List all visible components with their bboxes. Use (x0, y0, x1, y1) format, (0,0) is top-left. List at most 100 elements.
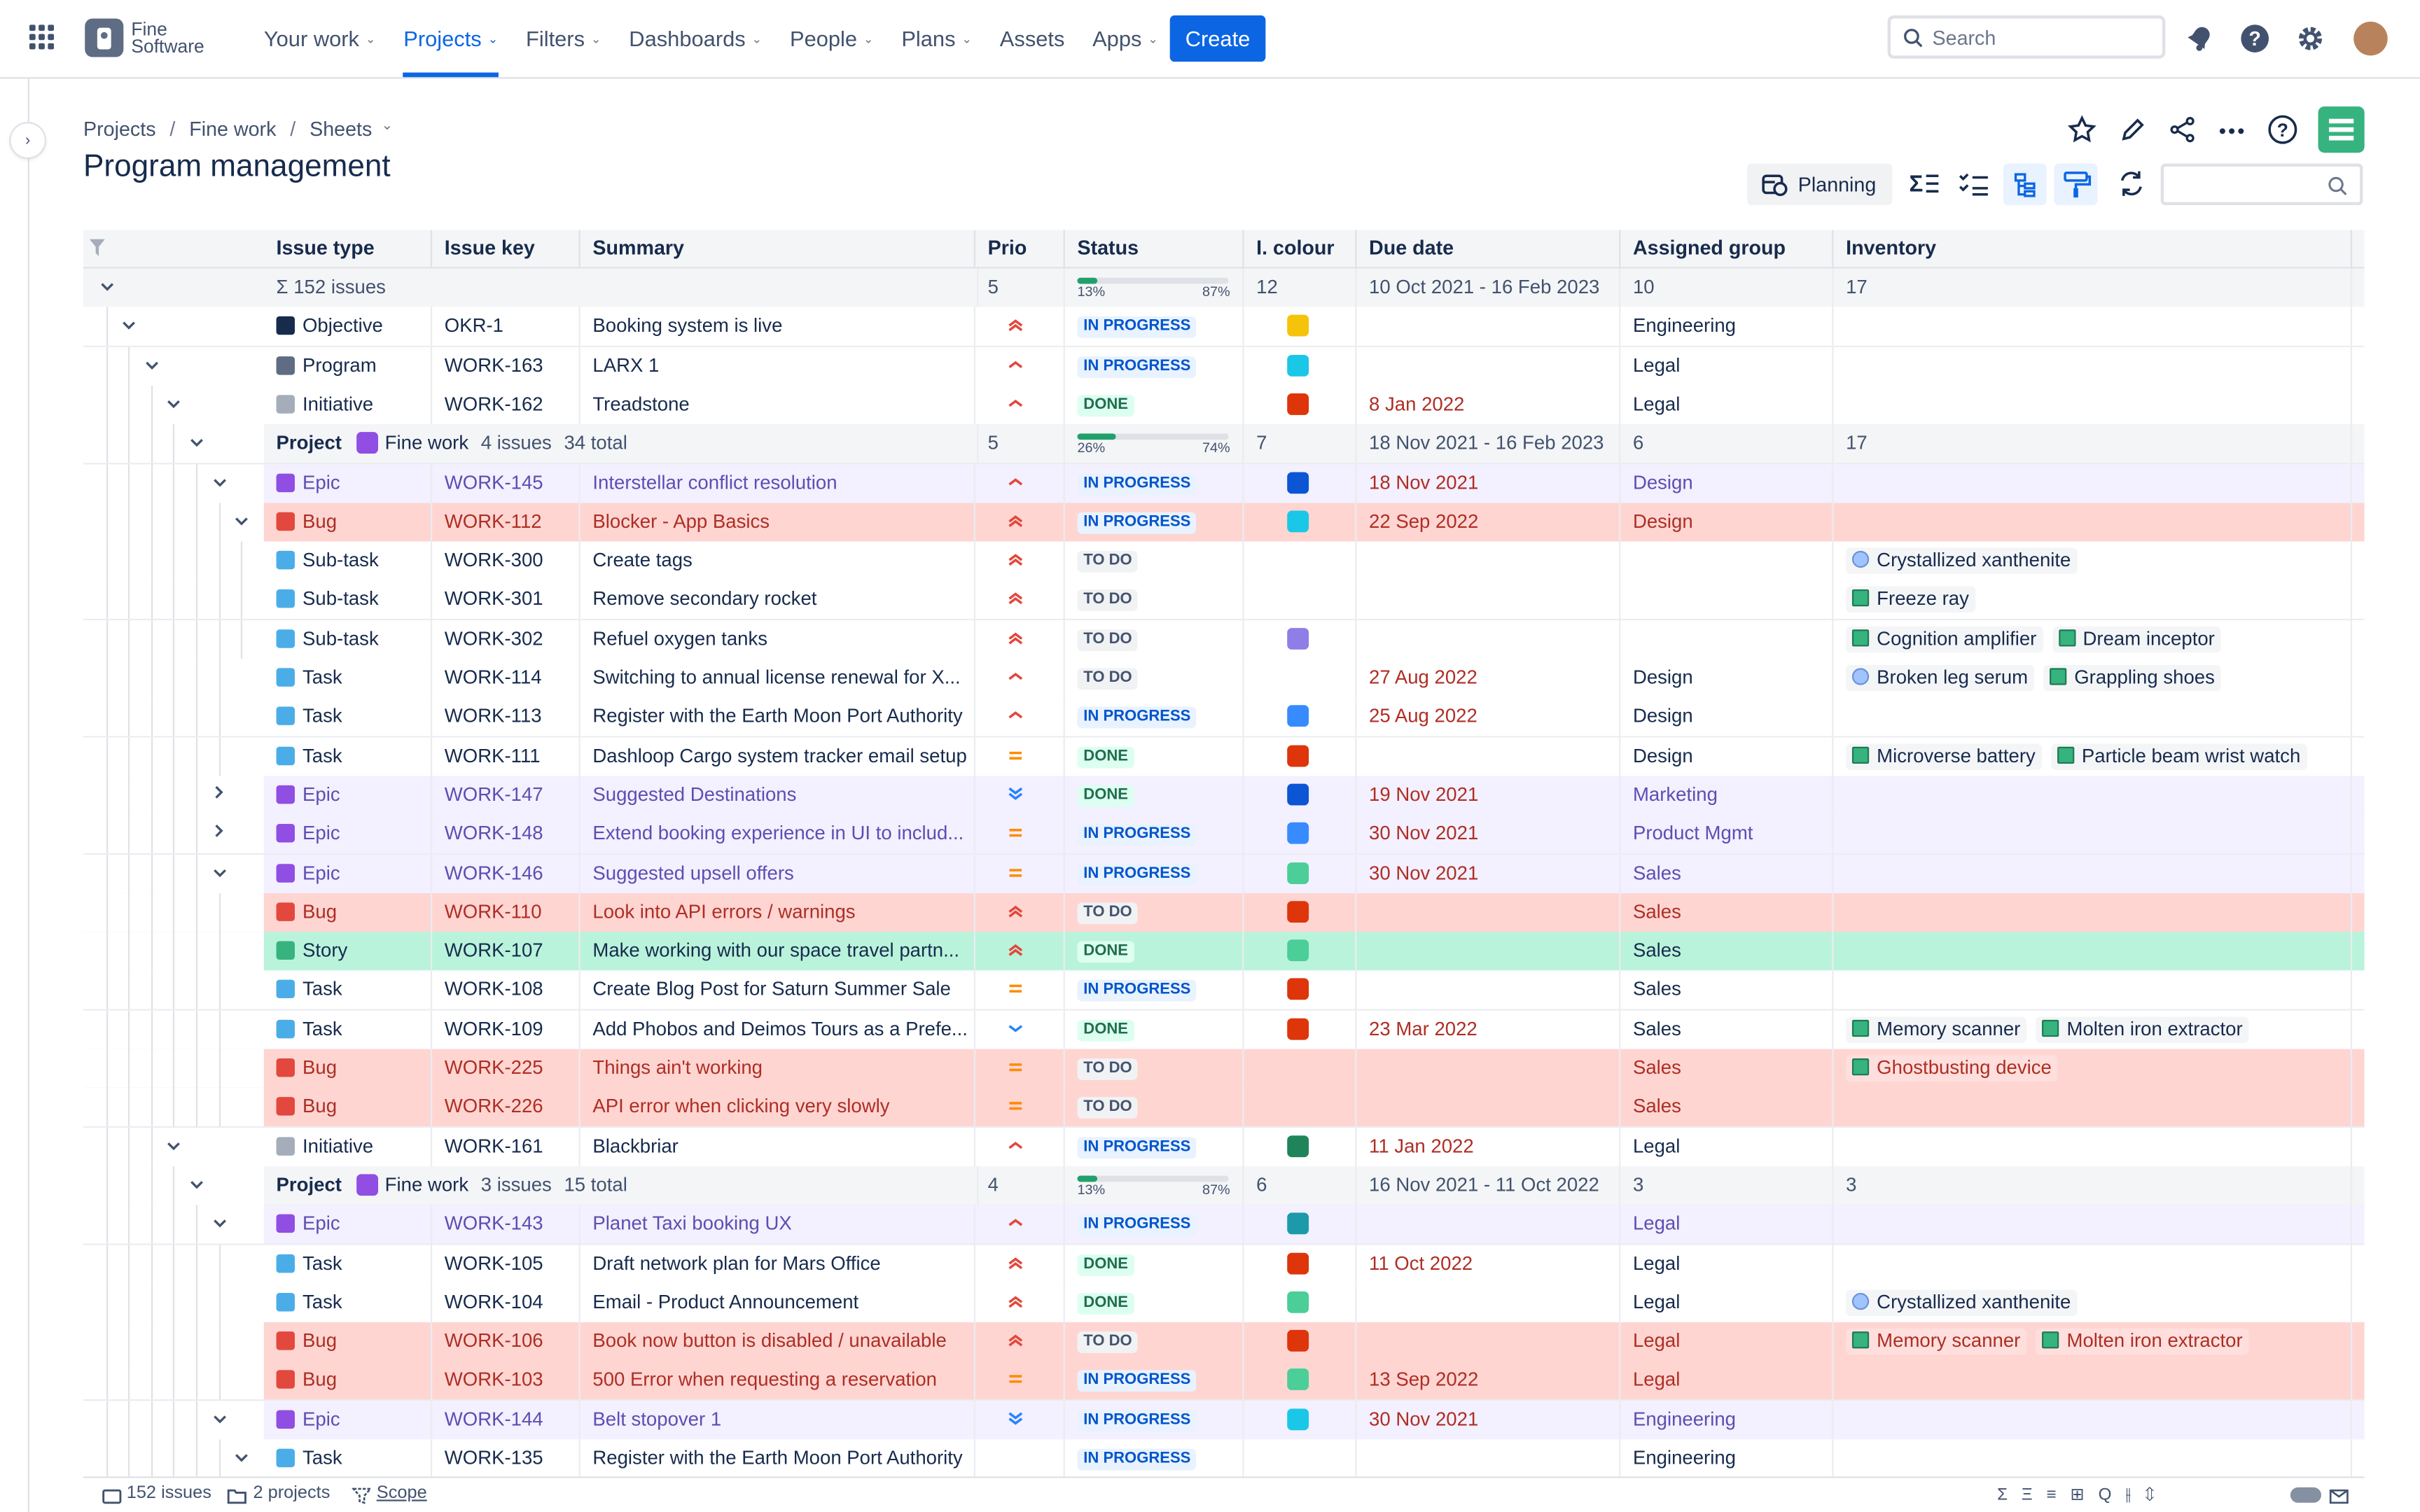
column-header-issue-key[interactable]: Issue key (432, 230, 580, 267)
inventory-item[interactable]: Crystallized xanthenite (1846, 547, 2078, 575)
star-icon[interactable] (2066, 113, 2097, 146)
summary-text[interactable]: Treadstone (592, 393, 690, 415)
summary-text[interactable]: Blackbriar (592, 1135, 679, 1157)
issue-key-link[interactable]: WORK-112 (444, 510, 542, 532)
summary-text[interactable]: Switching to annual license renewal for … (592, 666, 961, 689)
issue-key-link[interactable]: WORK-161 (444, 1135, 543, 1157)
expand-chevron-icon[interactable] (209, 776, 230, 814)
issue-key-link[interactable]: WORK-162 (444, 393, 543, 415)
format-painter-button[interactable] (2054, 163, 2098, 206)
issue-key-link[interactable]: WORK-106 (444, 1330, 543, 1352)
chevron-down-icon[interactable]: ⌄ (751, 31, 763, 46)
collapse-chevron-icon[interactable] (209, 1401, 230, 1439)
collapse-chevron-icon[interactable] (186, 425, 207, 463)
issue-key-link[interactable]: WORK-143 (444, 1212, 543, 1235)
summary-text[interactable]: API error when clicking very slowly (592, 1096, 890, 1118)
issue-key-link[interactable]: WORK-148 (444, 822, 543, 845)
chevron-down-icon[interactable]: ⌄ (863, 31, 874, 46)
inventory-item[interactable]: Crystallized xanthenite (1846, 1289, 2078, 1316)
help-circle-icon[interactable]: ? (2267, 113, 2298, 146)
status-badge[interactable]: TO DO (1077, 1331, 1139, 1354)
table-row[interactable]: Bug WORK-106 Book now button is disabled /… (83, 1322, 2365, 1363)
table-row[interactable]: Bug WORK-226 API error when clicking very … (83, 1088, 2365, 1128)
issue-key-link[interactable]: WORK-135 (444, 1447, 543, 1469)
table-row[interactable]: Task WORK-108 Create Blog Post for Saturn … (83, 971, 2365, 1011)
global-search-input[interactable]: Search (1887, 15, 2166, 59)
user-avatar[interactable] (2353, 21, 2388, 56)
table-row[interactable]: Σ 152 issues 5 13% 87% 12 10 Oct 2021 - 16 Fe… (83, 268, 2365, 309)
issue-key-link[interactable]: WORK-147 (444, 783, 543, 806)
status-badge[interactable]: TO DO (1077, 902, 1139, 924)
column-header-assigned-group[interactable]: Assigned group (1620, 230, 1834, 267)
issue-key-link[interactable]: WORK-104 (444, 1291, 543, 1313)
collapse-chevron-icon[interactable] (118, 307, 140, 346)
status-badge[interactable]: DONE (1077, 1019, 1134, 1042)
breadcrumb-sheets[interactable]: Sheets (310, 117, 373, 141)
table-row[interactable]: Epic WORK-144 Belt stopover 1 IN PROGRESS 30… (83, 1400, 2365, 1441)
column-header-due-date[interactable]: Due date (1356, 230, 1621, 267)
chevron-down-icon[interactable]: ⌄ (1148, 31, 1159, 46)
status-badge[interactable]: IN PROGRESS (1077, 707, 1197, 729)
summary-text[interactable]: Booking system is live (592, 315, 783, 337)
status-badge[interactable]: TO DO (1077, 668, 1139, 690)
collapse-chevron-icon[interactable] (209, 854, 230, 892)
status-badge[interactable]: TO DO (1077, 1058, 1139, 1080)
issue-key-link[interactable]: WORK-144 (444, 1408, 543, 1430)
collapse-chevron-icon[interactable] (209, 1205, 230, 1244)
table-row[interactable]: Epic WORK-145 Interstellar conflict resolu… (83, 463, 2365, 504)
status-badge[interactable]: IN PROGRESS (1077, 980, 1197, 1002)
status-badge[interactable]: TO DO (1077, 551, 1139, 573)
issue-key-link[interactable]: WORK-103 (444, 1368, 543, 1391)
sum-columns-icon[interactable]: Σ (1909, 164, 1940, 204)
issue-key-link[interactable]: WORK-225 (444, 1056, 543, 1079)
status-badge[interactable]: IN PROGRESS (1077, 1371, 1197, 1392)
table-row[interactable]: Objective OKR-1 Booking system is live IN P… (83, 307, 2365, 348)
table-row[interactable]: Epic WORK-148 Extend booking experience in… (83, 815, 2365, 855)
inventory-item[interactable]: Particle beam wrist watch (2050, 743, 2307, 769)
issue-key-link[interactable]: WORK-300 (444, 549, 543, 571)
nav-item-filters[interactable]: Filters ⌄ (526, 0, 601, 77)
status-badge[interactable]: IN PROGRESS (1077, 316, 1197, 339)
planning-button[interactable]: Planning (1747, 163, 1893, 206)
mail-icon[interactable] (2329, 1486, 2349, 1506)
status-badge[interactable]: DONE (1077, 1253, 1134, 1275)
issue-key-link[interactable]: WORK-114 (444, 666, 542, 689)
summary-text[interactable]: Register with the Earth Moon Port Author… (592, 705, 963, 727)
summary-text[interactable]: Make working with our space travel partn… (592, 939, 960, 962)
table-row[interactable]: Task WORK-105 Draft network plan for Mars … (83, 1244, 2365, 1284)
app-switcher-icon[interactable] (29, 24, 55, 50)
issue-key-link[interactable]: WORK-111 (444, 744, 541, 766)
inventory-item[interactable]: Memory scanner (1846, 1016, 2027, 1043)
status-badge[interactable]: IN PROGRESS (1077, 356, 1197, 378)
expand-chevron-icon[interactable] (209, 815, 230, 853)
filter-icon[interactable] (89, 239, 105, 256)
chevron-down-icon[interactable]: ⌄ (365, 31, 376, 46)
inventory-item[interactable]: Dream inceptor (2052, 626, 2221, 652)
nav-item-dashboards[interactable]: Dashboards ⌄ (629, 0, 762, 77)
status-badge[interactable]: DONE (1077, 785, 1134, 807)
issue-key-link[interactable]: WORK-146 (444, 861, 543, 883)
table-row[interactable]: Task WORK-114 Switching to annual license … (83, 659, 2365, 699)
column-header-issue-type[interactable]: Issue type (264, 230, 433, 267)
nav-item-plans[interactable]: Plans ⌄ (901, 0, 972, 77)
summary-text[interactable]: Email - Product Announcement (592, 1291, 859, 1313)
status-badge[interactable]: IN PROGRESS (1077, 1136, 1197, 1158)
table-row[interactable]: Epic WORK-143 Planet Taxi booking UX IN PRO… (83, 1205, 2365, 1246)
project-name[interactable]: Fine work (384, 432, 469, 454)
status-badge[interactable]: DONE (1077, 746, 1134, 768)
column-header-inventory[interactable]: Inventory (1833, 230, 2353, 267)
issue-key-link[interactable]: WORK-145 (444, 471, 543, 493)
create-button[interactable]: Create (1169, 15, 1266, 62)
nav-item-apps[interactable]: Apps ⌄ (1092, 0, 1158, 77)
inventory-item[interactable]: Cognition amplifier (1846, 626, 2043, 652)
issue-key-link[interactable]: WORK-105 (444, 1252, 543, 1274)
chevron-down-icon[interactable]: ⌄ (487, 31, 499, 46)
inventory-item[interactable]: Molten iron extractor (2036, 1016, 2249, 1043)
nav-item-projects[interactable]: Projects ⌄ (403, 0, 499, 78)
expand-sidebar-chevron-icon[interactable]: › (11, 123, 45, 158)
inventory-item[interactable]: Ghostbusting device (1846, 1055, 2058, 1082)
table-row[interactable]: Initiative WORK-161 Blackbriar IN PROGRESS 1… (83, 1127, 2365, 1168)
status-badge[interactable]: TO DO (1077, 589, 1139, 612)
chevron-down-icon[interactable]: ⌄ (590, 31, 601, 46)
chevron-down-icon[interactable]: ⌄ (381, 117, 394, 133)
